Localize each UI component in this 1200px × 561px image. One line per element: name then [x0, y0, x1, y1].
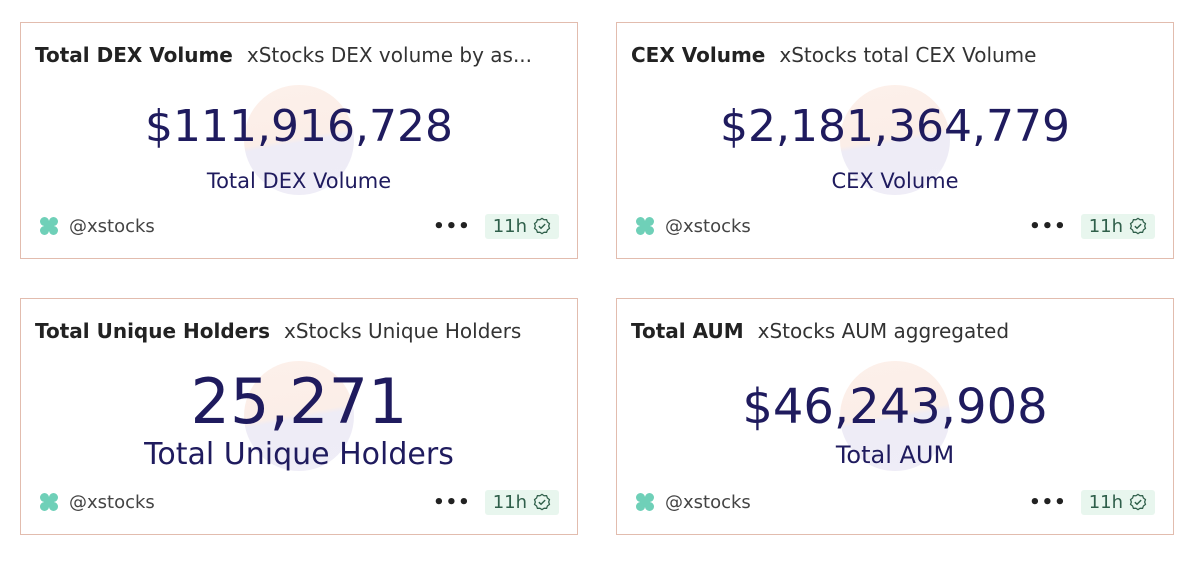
verified-check-icon: [533, 493, 551, 511]
author-link[interactable]: @xstocks: [69, 491, 155, 513]
more-options-button[interactable]: •••: [433, 215, 471, 237]
verified-check-icon: [1129, 217, 1147, 235]
card-title[interactable]: Total DEX Volume: [35, 43, 233, 67]
metric-label: Total Unique Holders: [144, 437, 454, 472]
watermark-logo-icon: [840, 361, 950, 471]
verified-check-icon: [1129, 493, 1147, 511]
metric-label: Total AUM: [835, 441, 955, 469]
card-subtitle: xStocks Unique Holders: [284, 319, 522, 343]
xstocks-logo-icon: [40, 493, 58, 511]
metric-card: CEX Volume xStocks total CEX Volume $2,18…: [616, 22, 1174, 259]
card-header: Total Unique Holders xStocks Unique Holde…: [35, 319, 563, 343]
author-link[interactable]: @xstocks: [69, 215, 155, 237]
age-text: 11h: [1088, 491, 1123, 513]
metric-label: CEX Volume: [831, 169, 959, 193]
refresh-age-badge[interactable]: 11h: [484, 489, 559, 515]
metric-card: Total DEX Volume xStocks DEX volume by as…: [20, 22, 578, 259]
watermark-logo-icon: [244, 361, 354, 471]
xstocks-logo-icon: [636, 493, 654, 511]
metric-label: Total DEX Volume: [206, 169, 392, 193]
card-header: CEX Volume xStocks total CEX Volume: [631, 43, 1159, 67]
card-footer: @xstocks ••• 11h: [635, 488, 1155, 516]
card-footer: @xstocks ••• 11h: [635, 212, 1155, 240]
metric-card: Total Unique Holders xStocks Unique Holde…: [20, 298, 578, 535]
card-subtitle: xStocks total CEX Volume: [779, 43, 1037, 67]
refresh-age-badge[interactable]: 11h: [1080, 213, 1155, 239]
card-header: Total AUM xStocks AUM aggregated: [631, 319, 1159, 343]
card-footer: @xstocks ••• 11h: [39, 212, 559, 240]
metric-value: $2,181,364,779: [720, 101, 1070, 152]
card-subtitle: xStocks AUM aggregated: [757, 319, 1010, 343]
xstocks-logo-icon: [40, 217, 58, 235]
more-options-button[interactable]: •••: [1029, 491, 1067, 513]
more-options-button[interactable]: •••: [1029, 215, 1067, 237]
card-title[interactable]: Total AUM: [631, 319, 744, 343]
card-footer: @xstocks ••• 11h: [39, 488, 559, 516]
refresh-age-badge[interactable]: 11h: [1080, 489, 1155, 515]
verified-check-icon: [533, 217, 551, 235]
more-options-button[interactable]: •••: [433, 491, 471, 513]
metric-value: $46,243,908: [742, 379, 1048, 435]
xstocks-logo-icon: [636, 217, 654, 235]
metric-value: 25,271: [190, 365, 408, 438]
card-title[interactable]: CEX Volume: [631, 43, 766, 67]
age-text: 11h: [492, 491, 527, 513]
author-link[interactable]: @xstocks: [665, 215, 751, 237]
refresh-age-badge[interactable]: 11h: [484, 213, 559, 239]
metric-card: Total AUM xStocks AUM aggregated $46,243,…: [616, 298, 1174, 535]
card-title[interactable]: Total Unique Holders: [35, 319, 270, 343]
author-link[interactable]: @xstocks: [665, 491, 751, 513]
card-header: Total DEX Volume xStocks DEX volume by as…: [35, 43, 563, 67]
watermark-logo-icon: [244, 85, 354, 195]
age-text: 11h: [492, 215, 527, 237]
card-subtitle: xStocks DEX volume by as...: [246, 43, 533, 67]
age-text: 11h: [1088, 215, 1123, 237]
watermark-logo-icon: [840, 85, 950, 195]
metric-value: $111,916,728: [145, 101, 453, 152]
